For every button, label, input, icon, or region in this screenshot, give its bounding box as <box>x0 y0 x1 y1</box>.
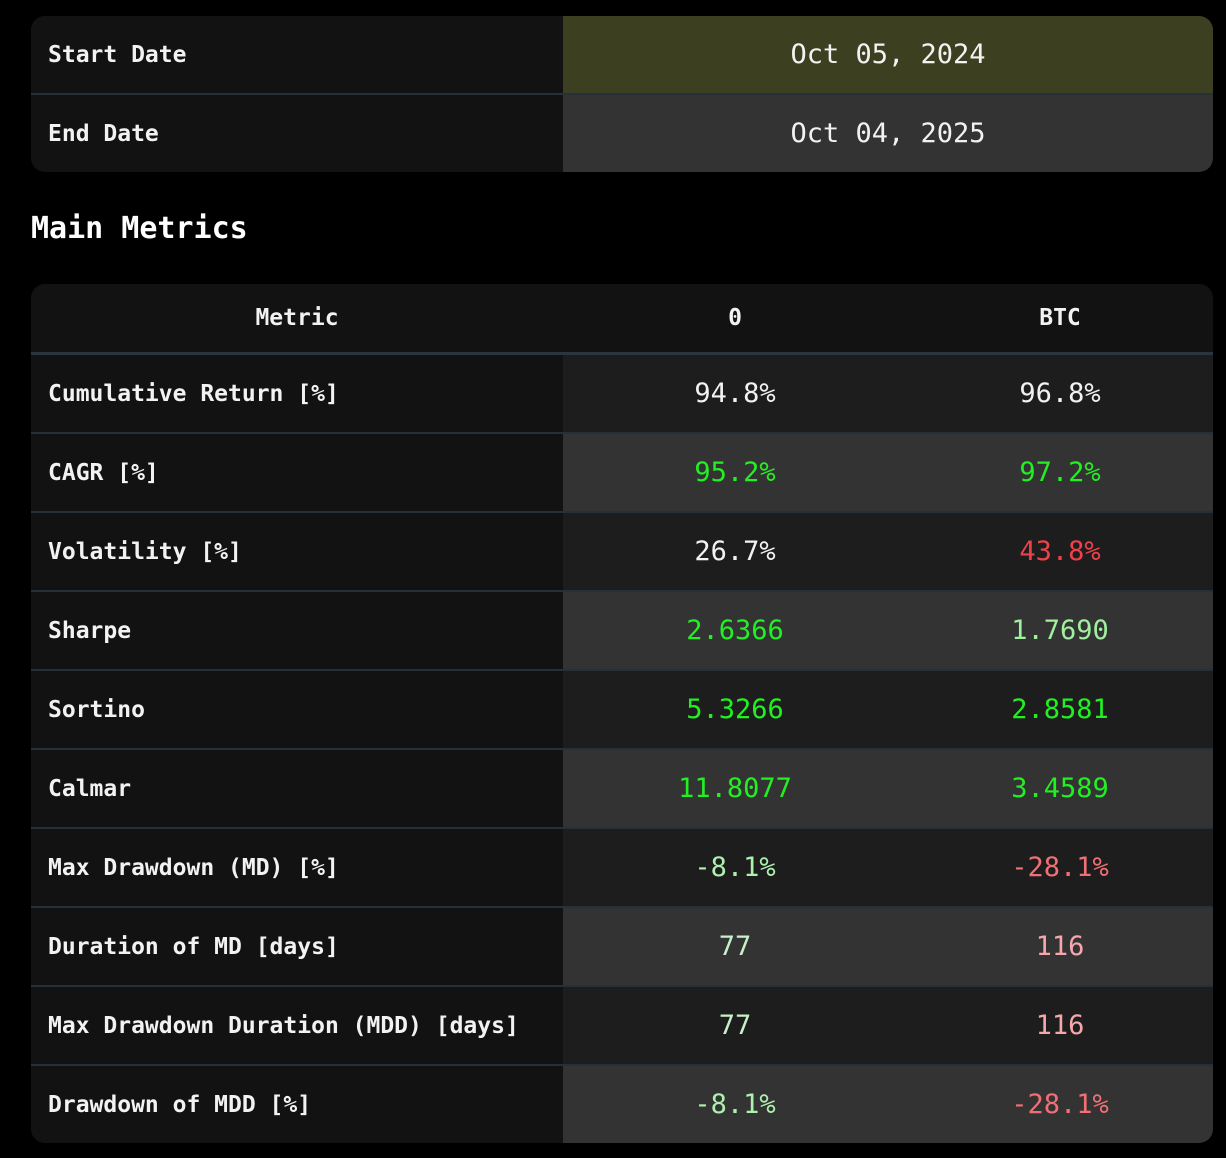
value-series-btc: 96.8% <box>907 355 1213 432</box>
value-series-btc: 43.8% <box>907 513 1213 590</box>
start-date-label: Start Date <box>31 16 563 93</box>
report-container: Start Date Oct 05, 2024 End Date Oct 04,… <box>31 16 1213 1143</box>
metric-name: CAGR [%] <box>31 434 563 511</box>
end-date-row: End Date Oct 04, 2025 <box>31 95 1213 172</box>
table-row: Calmar 11.8077 3.4589 <box>31 750 1213 829</box>
table-row: Sortino 5.3266 2.8581 <box>31 671 1213 750</box>
metric-name: Sharpe <box>31 592 563 669</box>
value-series-btc: 97.2% <box>907 434 1213 511</box>
value-series-btc: 2.8581 <box>907 671 1213 748</box>
metric-name: Cumulative Return [%] <box>31 355 563 432</box>
value-series-btc: -28.1% <box>907 829 1213 906</box>
value-series-0: -8.1% <box>563 829 907 906</box>
table-row: Volatility [%] 26.7% 43.8% <box>31 513 1213 592</box>
value-series-0: 26.7% <box>563 513 907 590</box>
start-date-row: Start Date Oct 05, 2024 <box>31 16 1213 95</box>
end-date-value: Oct 04, 2025 <box>563 95 1213 172</box>
table-row: CAGR [%] 95.2% 97.2% <box>31 434 1213 513</box>
value-series-0: 11.8077 <box>563 750 907 827</box>
header-series-0: 0 <box>728 305 742 331</box>
value-series-0: 77 <box>563 987 907 1064</box>
value-series-0: -8.1% <box>563 1066 907 1143</box>
table-row: Sharpe 2.6366 1.7690 <box>31 592 1213 671</box>
value-series-0: 5.3266 <box>563 671 907 748</box>
metric-name: Sortino <box>31 671 563 748</box>
metric-name: Drawdown of MDD [%] <box>31 1066 563 1143</box>
main-metrics-table: Metric 0 BTC Cumulative Return [%] 94.8% 9… <box>31 284 1213 1143</box>
table-row: Cumulative Return [%] 94.8% 96.8% <box>31 355 1213 434</box>
metric-name: Calmar <box>31 750 563 827</box>
table-header-row: Metric 0 BTC <box>31 284 1213 355</box>
section-title: Main Metrics <box>31 210 248 246</box>
metric-name: Duration of MD [days] <box>31 908 563 985</box>
value-series-0: 95.2% <box>563 434 907 511</box>
value-series-0: 77 <box>563 908 907 985</box>
value-series-btc: -28.1% <box>907 1066 1213 1143</box>
header-series-btc: BTC <box>1039 305 1081 331</box>
table-body: Cumulative Return [%] 94.8% 96.8% CAGR [%] 9… <box>31 355 1213 1143</box>
value-series-0: 94.8% <box>563 355 907 432</box>
start-date-value: Oct 05, 2024 <box>563 16 1213 93</box>
value-series-btc: 3.4589 <box>907 750 1213 827</box>
metric-name: Max Drawdown Duration (MDD) [days] <box>31 987 563 1064</box>
metric-name: Volatility [%] <box>31 513 563 590</box>
table-row: Max Drawdown Duration (MDD) [days] 77 116 <box>31 987 1213 1066</box>
date-range-table: Start Date Oct 05, 2024 End Date Oct 04,… <box>31 16 1213 172</box>
table-row: Duration of MD [days] 77 116 <box>31 908 1213 987</box>
value-series-btc: 1.7690 <box>907 592 1213 669</box>
end-date-label: End Date <box>31 95 563 172</box>
table-row: Max Drawdown (MD) [%] -8.1% -28.1% <box>31 829 1213 908</box>
value-series-btc: 116 <box>907 987 1213 1064</box>
metric-name: Max Drawdown (MD) [%] <box>31 829 563 906</box>
value-series-0: 2.6366 <box>563 592 907 669</box>
header-metric: Metric <box>255 305 339 331</box>
value-series-btc: 116 <box>907 908 1213 985</box>
table-row: Drawdown of MDD [%] -8.1% -28.1% <box>31 1066 1213 1143</box>
